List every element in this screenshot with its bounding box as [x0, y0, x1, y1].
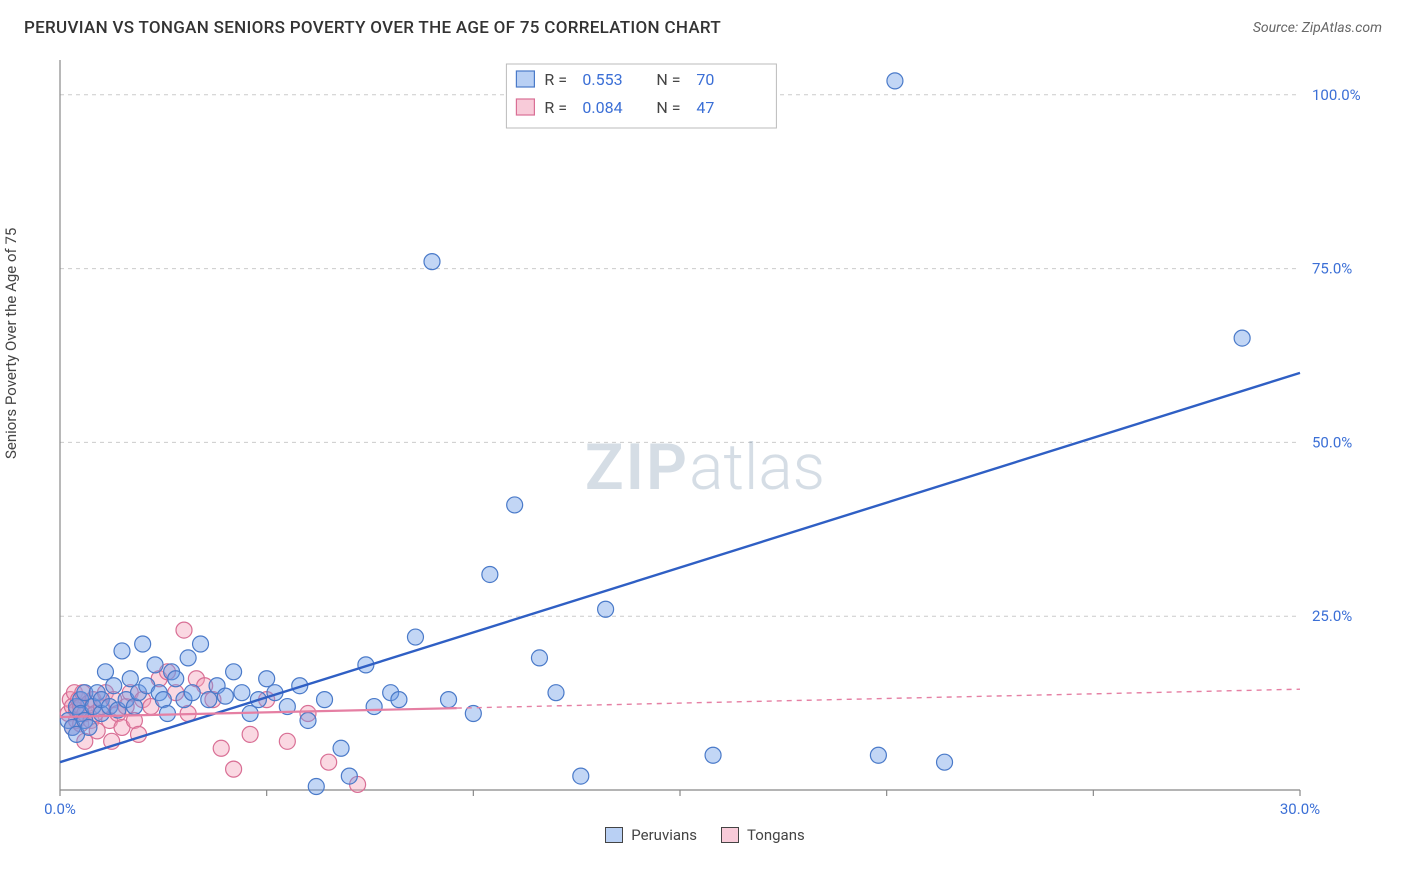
svg-text:R =: R = [544, 70, 567, 89]
svg-text:0.553: 0.553 [582, 70, 622, 89]
svg-text:R =: R = [544, 98, 567, 117]
series-legend: Peruvians Tongans [30, 826, 1380, 844]
svg-text:70: 70 [696, 70, 714, 89]
swatch-pink-icon [721, 827, 739, 843]
svg-text:50.0%: 50.0% [1312, 433, 1352, 451]
svg-text:0.084: 0.084 [582, 98, 622, 117]
svg-text:N =: N = [656, 98, 680, 117]
chart-svg: 25.0% 50.0% 75.0% 100.0% 0.0% 30.0% R = 0.553 N … [30, 50, 1380, 850]
svg-text:0.0%: 0.0% [44, 800, 76, 818]
chart-area: Seniors Poverty Over the Age of 75 ZIPat… [30, 50, 1380, 850]
svg-text:100.0%: 100.0% [1312, 86, 1361, 104]
svg-text:30.0%: 30.0% [1280, 800, 1320, 818]
legend-item-peruvians: Peruvians [605, 826, 697, 844]
chart-title: PERUVIAN VS TONGAN SENIORS POVERTY OVER … [24, 18, 721, 38]
svg-text:75.0%: 75.0% [1312, 260, 1352, 278]
svg-text:47: 47 [696, 98, 714, 117]
svg-text:N =: N = [656, 70, 680, 89]
svg-text:25.0%: 25.0% [1312, 607, 1352, 625]
legend-item-tongans: Tongans [721, 826, 805, 844]
y-axis-label: Seniors Poverty Over the Age of 75 [2, 228, 20, 459]
chart-source: Source: ZipAtlas.com [1253, 20, 1382, 36]
swatch-blue-icon [605, 827, 623, 843]
